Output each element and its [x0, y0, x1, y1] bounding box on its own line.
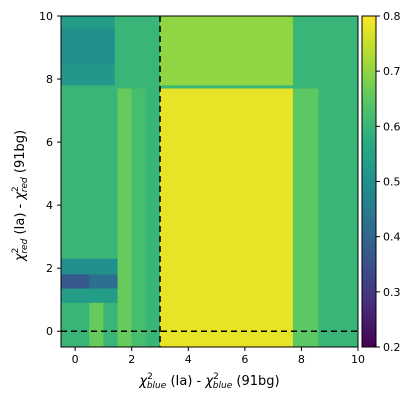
heatmap-cells: [61, 16, 358, 347]
colorbar-tick-label: 0.5: [383, 176, 401, 189]
x-axis: 0 2 4 6 8 10: [72, 347, 365, 366]
heatmap-cell: [131, 88, 146, 347]
x-axis-label-chi-2: χ: [204, 374, 214, 389]
y-tick-label: 0: [46, 325, 53, 338]
heatmap-cell: [292, 88, 319, 347]
heatmap-cell: [117, 88, 132, 347]
colorbar-axis: 0.2 0.3 0.4 0.5 0.6 0.7 0.8: [376, 10, 401, 354]
x-tick-label: 2: [128, 353, 135, 366]
x-axis-label-text-a: (Ia) -: [166, 374, 205, 389]
colorbar: [361, 15, 377, 348]
y-axis-label-text-a: (Ia) -: [13, 200, 28, 239]
colorbar-tick-label: 0.4: [383, 231, 401, 244]
y-tick-label: 6: [46, 136, 53, 149]
y-tick-label: 4: [46, 199, 53, 212]
x-tick-label: 6: [241, 353, 248, 366]
x-tick-label: 10: [351, 353, 365, 366]
x-tick-label: 8: [298, 353, 305, 366]
reference-lines: [61, 16, 358, 347]
heatmap-cell: [160, 16, 293, 86]
colorbar-tick-label: 0.2: [383, 341, 401, 354]
colorbar-tick-label: 0.6: [383, 120, 401, 133]
y-axis-label-sub-2: red: [20, 177, 30, 192]
x-tick-label: 4: [185, 353, 192, 366]
x-axis-label: χ2 blue (Ia) - χ2 blue (91bg): [138, 372, 279, 391]
x-axis-label-sup-2: 2: [213, 372, 219, 382]
y-axis-label-sup-2: 2: [11, 186, 21, 192]
colorbar-tick-label: 0.8: [383, 10, 401, 23]
heatmap-cell: [61, 258, 132, 275]
y-axis: 0 2 4 6 8 10: [39, 10, 61, 338]
y-axis-label-sup: 2: [11, 248, 21, 254]
y-axis-label-sub: red: [20, 238, 30, 253]
x-axis-label-sub-2: blue: [213, 381, 233, 391]
heatmap-cell: [61, 288, 118, 303]
y-axis-label: χ2red (Ia) - χ2red (91bg): [11, 130, 30, 262]
y-axis-label-chi-2: χ: [13, 191, 28, 201]
plot-frame: [60, 15, 359, 348]
x-axis-label-text-b: (91bg): [232, 374, 279, 389]
heatmap-cell: [61, 63, 115, 86]
heatmap-cell: [89, 302, 104, 347]
y-tick-label: 10: [39, 10, 53, 23]
y-axis-label-chi: χ: [13, 252, 28, 262]
x-tick-label: 0: [72, 353, 79, 366]
y-tick-label: 8: [46, 73, 53, 86]
heatmap-cell: [160, 88, 293, 347]
plot-area: [61, 16, 358, 347]
heatmap-cell: [61, 28, 115, 64]
x-axis-label-sup: 2: [147, 372, 153, 382]
x-axis-label-chi: χ: [138, 374, 148, 389]
heatmap-cell: [61, 274, 90, 289]
colorbar-tick-label: 0.7: [383, 65, 401, 78]
y-tick-label: 2: [46, 262, 53, 275]
colorbar-tick-label: 0.3: [383, 286, 401, 299]
y-axis-label-text-b: (91bg): [13, 130, 28, 177]
x-axis-label-sub: blue: [147, 381, 167, 391]
